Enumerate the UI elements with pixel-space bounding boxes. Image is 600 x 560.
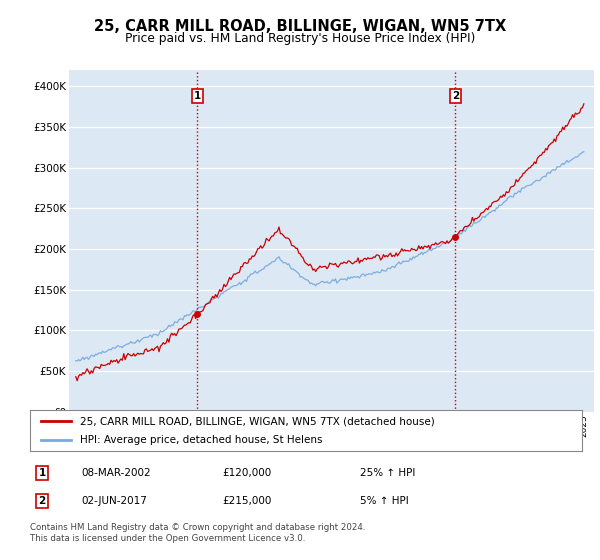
Text: 25% ↑ HPI: 25% ↑ HPI bbox=[360, 468, 415, 478]
Text: 5% ↑ HPI: 5% ↑ HPI bbox=[360, 496, 409, 506]
Text: 08-MAR-2002: 08-MAR-2002 bbox=[81, 468, 151, 478]
Text: Price paid vs. HM Land Registry's House Price Index (HPI): Price paid vs. HM Land Registry's House … bbox=[125, 31, 475, 45]
Text: 02-JUN-2017: 02-JUN-2017 bbox=[81, 496, 147, 506]
Text: 2: 2 bbox=[452, 91, 459, 101]
Text: 25, CARR MILL ROAD, BILLINGE, WIGAN, WN5 7TX (detached house): 25, CARR MILL ROAD, BILLINGE, WIGAN, WN5… bbox=[80, 417, 434, 426]
Text: £215,000: £215,000 bbox=[222, 496, 271, 506]
Text: 1: 1 bbox=[38, 468, 46, 478]
Text: This data is licensed under the Open Government Licence v3.0.: This data is licensed under the Open Gov… bbox=[30, 534, 305, 543]
Text: Contains HM Land Registry data © Crown copyright and database right 2024.: Contains HM Land Registry data © Crown c… bbox=[30, 523, 365, 532]
Text: 25, CARR MILL ROAD, BILLINGE, WIGAN, WN5 7TX: 25, CARR MILL ROAD, BILLINGE, WIGAN, WN5… bbox=[94, 20, 506, 34]
Text: £120,000: £120,000 bbox=[222, 468, 271, 478]
Text: HPI: Average price, detached house, St Helens: HPI: Average price, detached house, St H… bbox=[80, 435, 322, 445]
Text: 1: 1 bbox=[194, 91, 201, 101]
Text: 2: 2 bbox=[38, 496, 46, 506]
